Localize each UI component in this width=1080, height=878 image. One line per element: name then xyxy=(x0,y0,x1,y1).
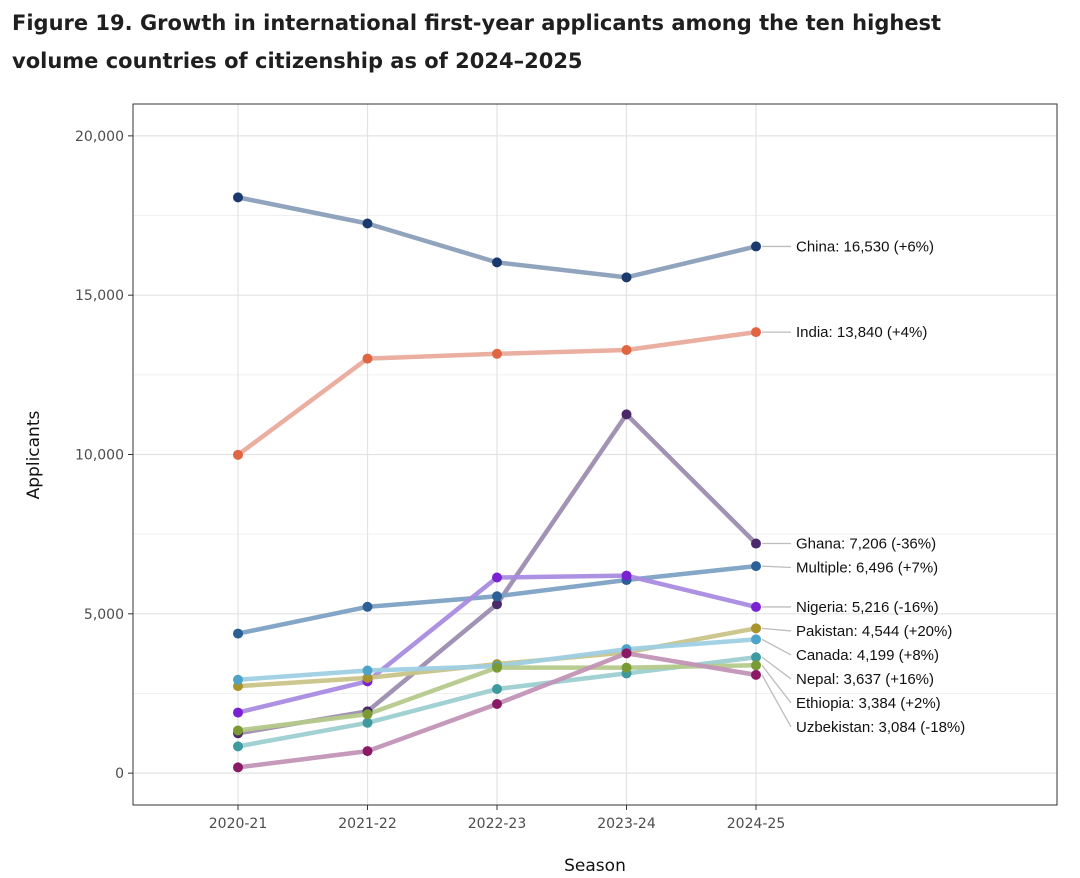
data-point-nepal xyxy=(362,717,373,728)
figure-title: Figure 19. Growth in international first… xyxy=(12,4,1012,80)
data-point-india xyxy=(492,348,502,359)
y-tick-label: 0 xyxy=(115,766,124,782)
data-point-ghana xyxy=(492,599,502,610)
data-point-india xyxy=(621,344,632,355)
series-end-label-ethiopia: Ethiopia: 3,384 (+2%) xyxy=(796,695,941,712)
x-tick-label: 2023-24 xyxy=(597,816,656,832)
data-point-nigeria xyxy=(751,601,761,612)
data-point-canada xyxy=(362,665,373,676)
x-tick-label: 2021-22 xyxy=(338,816,397,832)
label-leader-line xyxy=(761,674,792,728)
data-point-pakistan xyxy=(751,623,761,634)
data-point-pakistan xyxy=(362,672,373,683)
data-point-multiple xyxy=(362,601,373,612)
x-tick-label: 2022-23 xyxy=(468,816,527,832)
label-leader-line xyxy=(761,638,792,656)
data-point-canada xyxy=(233,674,243,685)
data-point-china xyxy=(233,192,243,203)
data-point-china xyxy=(751,241,761,252)
figure-title-line-2: volume countries of citizenship as of 20… xyxy=(12,49,583,73)
y-axis-title: Applicants xyxy=(24,410,44,499)
data-point-nepal xyxy=(751,652,761,663)
data-point-china xyxy=(621,272,632,283)
data-point-ethiopia xyxy=(492,662,502,673)
data-point-multiple xyxy=(233,628,243,639)
y-tick-label: 5,000 xyxy=(84,607,124,623)
label-leader-line xyxy=(761,664,792,704)
series-end-label-multiple: Multiple: 6,496 (+7%) xyxy=(796,560,938,577)
y-tick-label: 10,000 xyxy=(75,448,124,464)
plot-panel-border xyxy=(132,103,1058,806)
data-point-uzbekistan xyxy=(233,762,243,773)
data-point-india xyxy=(362,353,373,364)
series-end-label-india: India: 13,840 (+4%) xyxy=(796,324,927,341)
data-point-nigeria xyxy=(492,572,502,583)
data-point-nepal xyxy=(492,684,502,695)
series-end-label-pakistan: Pakistan: 4,544 (+20%) xyxy=(796,623,952,640)
data-point-ethiopia xyxy=(751,660,761,671)
data-point-uzbekistan xyxy=(492,698,502,709)
data-point-multiple xyxy=(492,591,502,602)
label-leader-line xyxy=(761,565,792,569)
data-point-uzbekistan xyxy=(621,648,632,659)
data-point-china xyxy=(492,257,502,268)
series-end-label-china: China: 16,530 (+6%) xyxy=(796,238,934,255)
label-leader-line xyxy=(761,627,792,632)
series-end-label-ghana: Ghana: 7,206 (-36%) xyxy=(796,536,936,553)
data-point-nigeria xyxy=(233,707,243,718)
data-point-ghana xyxy=(751,538,761,549)
y-tick-label: 15,000 xyxy=(75,288,124,304)
label-leader-line xyxy=(761,656,792,680)
x-tick-label: 2020-21 xyxy=(209,816,268,832)
data-point-nepal xyxy=(233,741,243,752)
series-end-label-uzbekistan: Uzbekistan: 3,084 (-18%) xyxy=(796,719,965,736)
x-axis-title: Season xyxy=(564,856,626,876)
data-point-china xyxy=(362,218,373,229)
data-point-uzbekistan xyxy=(751,669,761,680)
y-tick-label: 20,000 xyxy=(75,129,124,145)
x-tick-label: 2024-25 xyxy=(727,816,786,832)
series-end-label-canada: Canada: 4,199 (+8%) xyxy=(796,647,939,664)
data-point-multiple xyxy=(751,561,761,572)
data-point-uzbekistan xyxy=(362,746,373,757)
data-point-canada xyxy=(751,634,761,645)
data-point-nigeria xyxy=(621,570,632,581)
data-point-ghana xyxy=(621,409,632,420)
data-point-ethiopia xyxy=(362,709,373,720)
figure-title-line-1: Figure 19. Growth in international first… xyxy=(12,11,942,35)
data-point-ethiopia xyxy=(233,725,243,736)
series-end-label-nigeria: Nigeria: 5,216 (-16%) xyxy=(796,599,939,616)
data-point-ethiopia xyxy=(621,662,632,673)
series-end-label-nepal: Nepal: 3,637 (+16%) xyxy=(796,671,934,688)
data-point-india xyxy=(751,327,761,338)
data-point-india xyxy=(233,449,243,460)
